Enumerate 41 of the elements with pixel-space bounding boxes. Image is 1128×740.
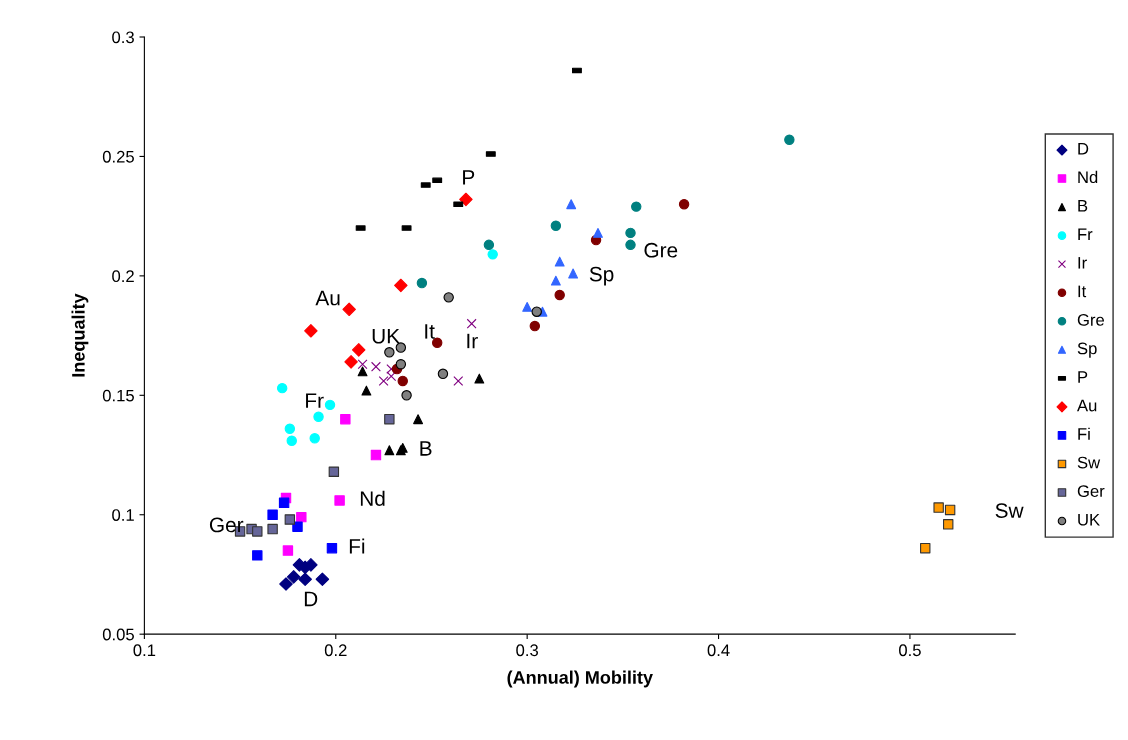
y-tick-label: 0.15 — [102, 389, 134, 402]
legend-label: UK — [1078, 513, 1100, 526]
x-tick-label: 0.3 — [516, 644, 539, 657]
y-tick-label: 0.3 — [112, 31, 134, 44]
legend-label: Ger — [1077, 485, 1105, 498]
legend-label: Nd — [1078, 170, 1098, 184]
legend-label: Fr — [1078, 228, 1093, 241]
annotation: P — [463, 170, 475, 185]
legend-label: It — [1078, 285, 1087, 298]
x-tick-label: 0.5 — [899, 644, 921, 657]
annotation: It — [425, 324, 435, 339]
legend-label: P — [1078, 371, 1088, 383]
legend-label: D — [1078, 142, 1089, 155]
legend-label: Sw — [1077, 456, 1101, 469]
y-tick-label: 0.25 — [102, 150, 134, 163]
annotation: Au — [315, 290, 340, 306]
x-tick-label: 0.1 — [133, 644, 156, 657]
x-tick-label: 0.4 — [707, 644, 730, 657]
annotation: Ir — [467, 333, 478, 349]
annotation: Fi — [349, 538, 365, 554]
legend-label: Ir — [1078, 257, 1087, 269]
y-tick-label: 0.2 — [112, 270, 134, 283]
legend-label: Sp — [1077, 342, 1097, 358]
legend-label: Fi — [1078, 427, 1090, 440]
annotation: Nd — [360, 490, 385, 506]
annotation: Ger — [209, 517, 244, 533]
annotation: Sw — [995, 503, 1024, 518]
y-tick-label: 0.1 — [112, 509, 134, 521]
annotation: D — [304, 591, 318, 607]
y-tick-label: 0.05 — [102, 628, 134, 641]
annotation: B — [420, 441, 432, 456]
legend-label: Au — [1077, 399, 1097, 412]
x-tick-label: 0.2 — [324, 644, 347, 657]
x-axis-title: (Annual) Mobility — [507, 670, 653, 688]
y-axis-title: Inequality — [71, 293, 89, 377]
annotation: Gre — [644, 242, 678, 258]
annotation: Sp — [589, 266, 614, 286]
annotation: Fr — [306, 393, 324, 408]
annotation: UK — [372, 329, 400, 344]
legend-label: B — [1078, 200, 1088, 212]
legend-label: Gre — [1077, 313, 1105, 326]
